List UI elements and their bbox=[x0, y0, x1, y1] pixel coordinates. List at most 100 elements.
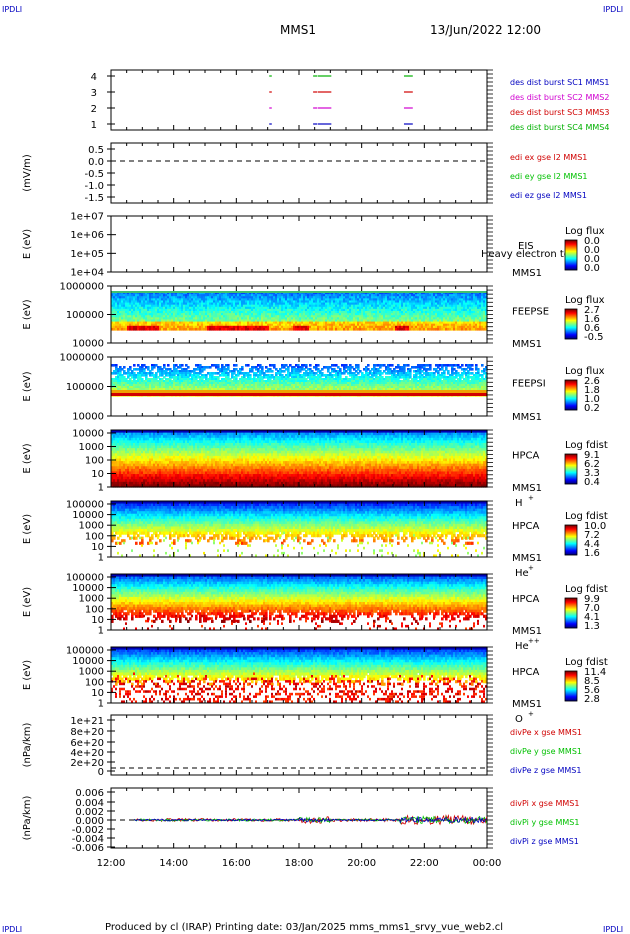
hpca_o-cbar-tick: 5.6 bbox=[584, 685, 600, 696]
feepse-ytick-label: 1000000 bbox=[59, 282, 104, 293]
hpca_he2-cbar-tick: 1.3 bbox=[584, 621, 600, 632]
hpca_he2-spacecraft-label: MMS1 bbox=[512, 626, 542, 637]
hpca_o-spectrogram bbox=[111, 647, 488, 703]
feepse-cbar-title: Log flux bbox=[565, 295, 605, 306]
hpca_he1-instrument-label: HPCA bbox=[512, 521, 540, 532]
hpca_he1-ytick-label: 100000 bbox=[66, 500, 104, 511]
divpi-legend-entry: divPi x gse MMS1 bbox=[510, 799, 579, 808]
divpi-ytick-label: 0.004 bbox=[75, 798, 104, 809]
divpi-ytick-label: 0.006 bbox=[75, 788, 104, 799]
corner-label-top-right: IPDLI bbox=[603, 5, 623, 14]
hpca_he1-ytick-label: 1 bbox=[98, 553, 104, 564]
corner-label-bottom-left: IPDLI bbox=[2, 925, 22, 934]
hpca_he2-cbar-tick: 9.9 bbox=[584, 594, 600, 605]
hpca_o-ylabel: E (eV) bbox=[22, 660, 33, 690]
divpi-ytick-label: 0.000 bbox=[75, 816, 104, 827]
hpca_he2-cbar-title: Log fdist bbox=[565, 584, 608, 595]
eis-ylabel: E (eV) bbox=[22, 229, 33, 259]
edi-ytick-label: -0.5 bbox=[84, 169, 104, 180]
hpca_he1-cbar-tick: 1.6 bbox=[584, 548, 600, 559]
edi-legend-entry: edi ex gse l2 MMS1 bbox=[510, 153, 587, 162]
hpca_he1-cbar-tick: 10.0 bbox=[584, 521, 606, 532]
edi-ytick-label: 0.5 bbox=[88, 145, 104, 156]
corner-label-top-left: IPDLI bbox=[2, 5, 22, 14]
hpca_o-ytick-label: 10 bbox=[91, 688, 104, 699]
feepsi-ytick-label: 100000 bbox=[66, 382, 104, 393]
divpe-legend-entry: divPe z gse MMS1 bbox=[510, 766, 581, 775]
feepsi-cbar-tick: 1.8 bbox=[584, 385, 600, 396]
feepse-colorbar bbox=[564, 308, 578, 340]
hpca_o-cbar-tick: 2.8 bbox=[584, 694, 600, 705]
feepsi-colorbar bbox=[564, 379, 578, 411]
svg-text:IPDLI: IPDLI bbox=[2, 925, 22, 934]
hpca_he1-ytick-label: 1000 bbox=[79, 521, 104, 532]
edi-ytick-label: -1.5 bbox=[84, 193, 104, 204]
hpca_he2-ytick-label: 1 bbox=[98, 626, 104, 637]
hpca_h-charge-label: + bbox=[528, 494, 534, 502]
divpe-legend-entry: divPe x gse MMS1 bbox=[510, 728, 582, 737]
svg-text:IPDLI: IPDLI bbox=[603, 5, 623, 14]
hpca_h-species-label: H bbox=[515, 498, 523, 509]
hpca_he1-species-label: He bbox=[515, 568, 529, 579]
eis-spacecraft-label: MMS1 bbox=[512, 268, 542, 279]
burst-legend-entry: des dist burst SC3 MMS3 bbox=[510, 108, 609, 117]
divpi-ytick-label: 0.002 bbox=[75, 807, 104, 818]
svg-text:IPDLI: IPDLI bbox=[603, 925, 623, 934]
edi-frame bbox=[110, 142, 488, 204]
hpca_he1-charge-label: + bbox=[528, 564, 534, 572]
hpca_o-cbar-title: Log fdist bbox=[565, 657, 608, 668]
xaxis-tick-label: 12:00 bbox=[97, 858, 126, 869]
hpca_he1-spacecraft-label: MMS1 bbox=[512, 553, 542, 564]
divpi-ytick-label: -0.004 bbox=[72, 834, 104, 845]
hpca_he2-ytick-label: 1000 bbox=[79, 594, 104, 605]
eis-frame bbox=[110, 215, 488, 273]
burst-ytick-label: 1 bbox=[91, 120, 97, 131]
eis-overlay-text: Heavy electron to bbox=[481, 249, 570, 260]
eis-ytick-label: 1e+06 bbox=[70, 230, 104, 241]
burst-frame bbox=[110, 69, 488, 131]
eis-cbar-tick: 0.0 bbox=[584, 263, 600, 274]
eis-cbar-title: Log flux bbox=[565, 226, 605, 237]
feepsi-cbar-tick: 2.6 bbox=[584, 376, 600, 387]
divpe-ytick-label: 0 bbox=[98, 767, 104, 778]
feepsi-cbar-tick: 0.2 bbox=[584, 403, 600, 414]
divpe-legend-entry: divPe y gse MMS1 bbox=[510, 747, 582, 756]
hpca_h-spectrogram bbox=[111, 430, 488, 488]
hpca_h-ylabel: E (eV) bbox=[22, 443, 33, 473]
hpca_he1-ytick-label: 100 bbox=[85, 531, 104, 542]
eis-ytick-label: 1e+04 bbox=[70, 268, 104, 279]
feepse-spectrogram bbox=[111, 292, 488, 331]
xaxis-tick-label: 20:00 bbox=[347, 858, 376, 869]
burst-ytick-label: 4 bbox=[91, 72, 97, 83]
eis-cbar-tick: 0.0 bbox=[584, 236, 600, 247]
hpca_h-cbar-tick: 9.1 bbox=[584, 450, 600, 461]
edi-legend-entry: edi ey gse l2 MMS1 bbox=[510, 172, 588, 181]
hpca_h-ytick-label: 100 bbox=[85, 456, 104, 467]
hpca_h-cbar-tick: 0.4 bbox=[584, 477, 600, 488]
hpca_o-charge-label: + bbox=[528, 710, 534, 718]
hpca_he2-spectrogram bbox=[111, 574, 488, 630]
hpca_o-ytick-label: 1000 bbox=[79, 667, 104, 678]
hpca_h-ytick-label: 1000 bbox=[79, 442, 104, 453]
hpca_he2-charge-label: ++ bbox=[528, 637, 540, 645]
edi-ytick-label: 0.0 bbox=[88, 157, 104, 168]
divpi-legend-entry: divPi z gse MMS1 bbox=[510, 837, 579, 846]
divpi-series-line bbox=[133, 815, 487, 824]
feepsi-cbar-title: Log flux bbox=[565, 366, 605, 377]
hpca_he1-spectrogram bbox=[111, 501, 488, 557]
feepsi-spacecraft-label: MMS1 bbox=[512, 412, 542, 423]
xaxis-tick-label: 22:00 bbox=[410, 858, 439, 869]
feepse-ytick-label: 10000 bbox=[72, 339, 104, 350]
hpca_he2-ylabel: E (eV) bbox=[22, 587, 33, 617]
eis-ytick-label: 1e+07 bbox=[70, 212, 104, 223]
feepsi-cbar-tick: 1.0 bbox=[584, 394, 600, 405]
hpca_h-spacecraft-label: MMS1 bbox=[512, 483, 542, 494]
hpca_he2-ytick-label: 100000 bbox=[66, 573, 104, 584]
hpca_h-ytick-label: 10000 bbox=[72, 429, 104, 440]
hpca_h-cbar-tick: 3.3 bbox=[584, 468, 600, 479]
edi-legend-entry: edi ez gse l2 MMS1 bbox=[510, 191, 587, 200]
hpca_o-spacecraft-label: MMS1 bbox=[512, 699, 542, 710]
hpca_he2-ytick-label: 10 bbox=[91, 615, 104, 626]
hpca_he1-ytick-label: 10000 bbox=[72, 510, 104, 521]
